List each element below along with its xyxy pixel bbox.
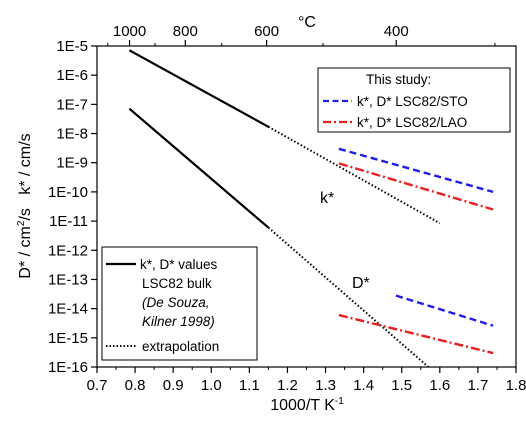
legend-bulk-label-line2: LSC82 bulk xyxy=(142,276,212,291)
series-line-4 xyxy=(338,147,494,194)
x-axis-ticks: 0.7 0.8 0.9 1.0 1.1 1.2 1.3 1.4 1.5 1.6 1.7 1.8 xyxy=(87,367,526,394)
legend-literature-box xyxy=(101,246,258,361)
legend-literature: k*, D* values LSC82 bulk (De Souza, Kiln… xyxy=(101,246,258,361)
y-tick-label: 1E-12 xyxy=(48,242,88,259)
y-tick-label: 1E-14 xyxy=(48,301,88,318)
series-line-3 xyxy=(267,226,430,368)
x-tick-label: 1.3 xyxy=(315,377,336,394)
y-tick-label: 1E-16 xyxy=(48,359,88,376)
y-tick-label: 1E-11 xyxy=(49,213,88,230)
series-line-2 xyxy=(128,107,270,229)
y-tick-label: 1E-7 xyxy=(56,96,88,113)
annotation-k-star: k* xyxy=(320,190,334,207)
y-tick-label: 1E-6 xyxy=(56,67,88,84)
x-tick-label: 0.7 xyxy=(87,377,108,394)
series-line-1 xyxy=(267,125,441,225)
series-layer xyxy=(128,49,494,368)
y-tick-label: 1E-9 xyxy=(56,155,88,172)
x-tick-label: 0.9 xyxy=(163,377,184,394)
top-tick-label: 400 xyxy=(384,23,409,40)
y-tick-label: 1E-13 xyxy=(48,271,88,288)
y-tick-label: 1E-10 xyxy=(48,184,88,201)
annotation-d-star: D* xyxy=(352,275,370,292)
y-axis-ticks: 1E-16 1E-15 1E-14 1E-13 1E-12 1E-11 1E-10 1E-9 1… xyxy=(48,38,97,376)
legend-this-study-title: This study: xyxy=(366,72,431,87)
legend-bulk-label-line1: k*, D* values xyxy=(140,257,218,272)
x-tick-label: 1.0 xyxy=(201,377,222,394)
series-line-7 xyxy=(338,313,494,355)
top-tick-label: 600 xyxy=(254,23,279,40)
series-line-0 xyxy=(128,49,269,128)
top-axis-ticks: 1000 800 600 400 xyxy=(107,23,496,46)
top-tick-label: 800 xyxy=(173,23,198,40)
x-tick-label: 1.6 xyxy=(429,377,450,394)
x-tick-label: 1.1 xyxy=(239,377,260,394)
x-tick-label: 1.7 xyxy=(467,377,488,394)
x-tick-label: 1.5 xyxy=(391,377,412,394)
x-tick-label: 0.8 xyxy=(125,377,146,394)
legend-reference-line2: Kilner 1998) xyxy=(142,314,215,329)
y-tick-label: 1E-15 xyxy=(48,330,88,347)
x-axis-title: 1000/T K-1 xyxy=(270,396,344,414)
legend-lao-label: k*, D* LSC82/LAO xyxy=(357,115,467,130)
top-tick-label: 1000 xyxy=(113,23,146,40)
x-tick-label: 1.4 xyxy=(353,377,374,394)
x-tick-label: 1.8 xyxy=(506,377,526,394)
x-tick-label: 1.2 xyxy=(277,377,298,394)
series-line-5 xyxy=(338,162,494,211)
y-tick-label: 1E-8 xyxy=(56,126,88,143)
legend-sto-label: k*, D* LSC82/STO xyxy=(357,94,468,109)
legend-extrapolation-label: extrapolation xyxy=(142,339,219,354)
top-axis-unit: °C xyxy=(298,14,316,31)
legend-this-study: This study: k*, D* LSC82/STO k*, D* LSC8… xyxy=(317,67,511,133)
y-axis-title: D* / cm2/s k* / cm/s xyxy=(16,133,34,278)
series-line-6 xyxy=(395,294,494,327)
y-tick-label: 1E-5 xyxy=(56,38,88,55)
legend-reference-line1: (De Souza, xyxy=(142,295,210,310)
